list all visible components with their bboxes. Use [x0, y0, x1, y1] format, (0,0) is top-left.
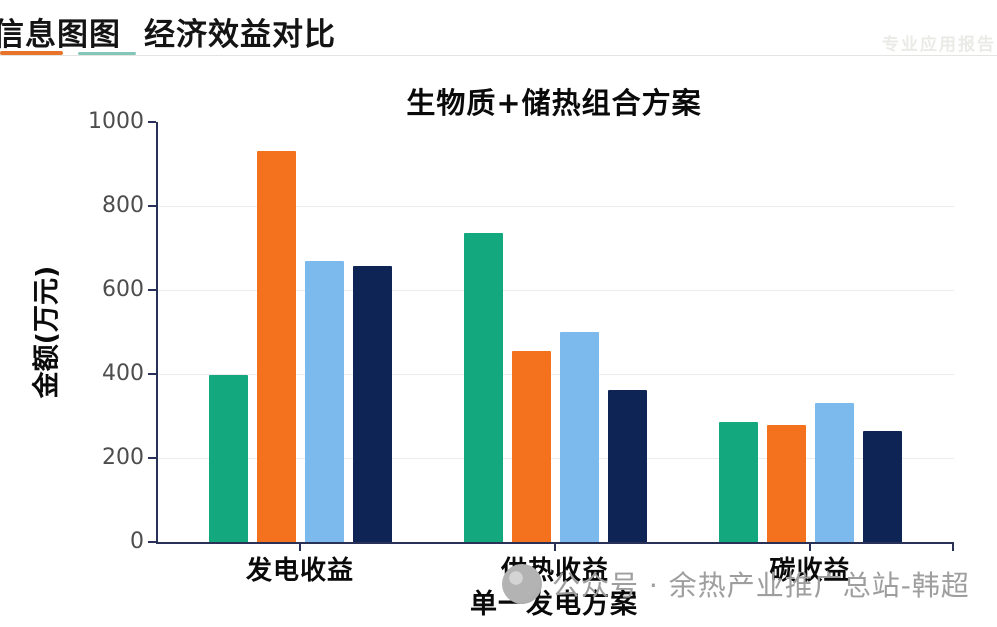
x-axis-end-tick-mark	[952, 544, 954, 551]
page-title: 经济效益对比	[144, 17, 336, 53]
gridline	[158, 290, 954, 291]
plot-area: 0 200 400 600 800 1000 发电收益 供热收益 碳收益	[88, 109, 954, 586]
x-axis-label: 单一发电方案	[470, 589, 638, 620]
y-tick-label: 0	[130, 529, 144, 554]
bar-light_blue-发电收益	[304, 261, 344, 542]
y-tick-label: 800	[102, 193, 144, 218]
gridline	[158, 206, 954, 207]
bar-light_blue-碳收益	[814, 402, 854, 542]
x-tick-mark	[299, 544, 301, 551]
x-category-label: 碳收益	[769, 556, 851, 586]
header-divider	[0, 55, 997, 56]
y-tick-mark	[148, 205, 156, 207]
bar-navy-碳收益	[862, 430, 902, 542]
gridline	[158, 458, 954, 459]
chart-title: 生物质+储热组合方案	[406, 86, 702, 120]
y-tick-mark	[148, 121, 156, 123]
y-tick-mark	[148, 541, 156, 543]
header-divider-orange-accent	[0, 51, 63, 55]
watermark-logo-icon	[502, 564, 542, 604]
y-tick-label: 1000	[88, 109, 144, 134]
header-divider-teal-accent	[78, 52, 136, 55]
bar-navy-发电收益	[352, 266, 392, 542]
bar-orange-发电收益	[256, 151, 296, 542]
top-right-watermark: 专业应用报告	[882, 35, 996, 55]
brand-logo-text: 信息图图	[0, 17, 121, 53]
bar-orange-供热收益	[511, 350, 551, 542]
bar-green-供热收益	[463, 233, 503, 542]
y-axis-label: 金额(万元)	[31, 265, 63, 399]
x-category-label: 发电收益	[245, 556, 354, 586]
gridline	[158, 374, 954, 375]
bottom-watermark: 公众号 · 余热产业推广总站-韩超	[502, 564, 970, 604]
bar-green-发电收益	[208, 374, 248, 542]
y-tick-label: 200	[102, 445, 144, 470]
watermark-text: 公众号 · 余热产业推广总站-韩超	[552, 569, 970, 602]
bar-green-碳收益	[718, 422, 758, 542]
y-tick-mark	[148, 373, 156, 375]
y-tick-mark	[148, 457, 156, 459]
y-tick-label: 600	[102, 277, 144, 302]
x-tick-mark	[809, 544, 811, 551]
y-tick-label: 400	[102, 361, 144, 386]
x-tick-mark	[554, 544, 556, 551]
bar-navy-供热收益	[607, 389, 647, 542]
bar-light_blue-供热收益	[559, 332, 599, 542]
bar-orange-碳收益	[766, 425, 806, 542]
y-tick-mark	[148, 289, 156, 291]
